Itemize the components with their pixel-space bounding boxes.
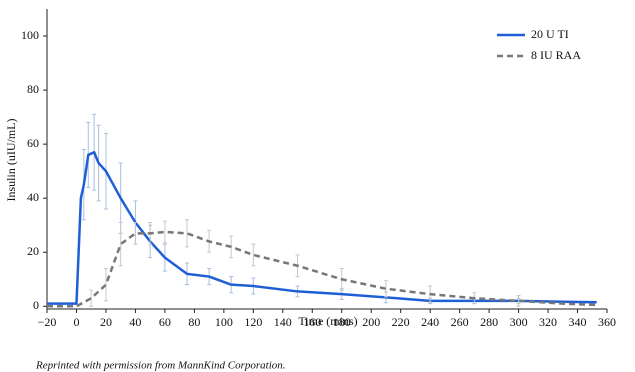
x-tick-label: 20	[100, 315, 112, 329]
x-tick-label: 340	[569, 315, 587, 329]
error-bar	[162, 220, 167, 244]
error-bar	[251, 243, 256, 267]
x-tick-label: 60	[159, 315, 171, 329]
error-bar	[133, 222, 138, 245]
y-tick-label: 60	[27, 136, 39, 150]
x-tick-label: 200	[362, 315, 380, 329]
data-line	[47, 150, 597, 305]
x-tick-label: 300	[510, 315, 528, 329]
x-tick-label: 100	[215, 315, 233, 329]
error-bar	[118, 222, 123, 267]
error-bar	[185, 219, 189, 248]
x-tick-label: 260	[451, 315, 469, 329]
error-bar	[103, 267, 108, 302]
error-bar	[516, 294, 521, 307]
y-tick-label: 0	[33, 298, 39, 312]
x-tick-label: 140	[274, 315, 292, 329]
error-bar	[89, 289, 94, 307]
x-tick-label: 40	[129, 315, 141, 329]
legend-label: 20 U TI	[531, 27, 569, 41]
x-tick-label: 220	[392, 315, 410, 329]
y-tick-label: 40	[27, 190, 39, 204]
caption: Reprinted with permission from MannKind …	[35, 360, 286, 372]
x-tick-label: 160	[303, 315, 321, 329]
y-tick-label: 100	[21, 28, 39, 42]
x-tick-label: −20	[38, 315, 57, 329]
x-tick-label: 120	[244, 315, 262, 329]
x-tick-label: 80	[188, 315, 200, 329]
x-tick-label: 360	[598, 315, 616, 329]
y-tick-label: 20	[27, 244, 39, 258]
legend-label: 8 IU RAA	[531, 48, 581, 62]
y-axis-label: Insulin (uIU/mL)	[4, 119, 18, 202]
data-line	[47, 230, 597, 308]
x-tick-label: 180	[333, 315, 351, 329]
x-tick-label: 240	[421, 315, 439, 329]
x-tick-label: 320	[539, 315, 557, 329]
y-tick-label: 80	[27, 82, 39, 96]
error-bar	[383, 280, 388, 298]
x-tick-label: 280	[480, 315, 498, 329]
x-axis-label: Time (mins)	[298, 314, 357, 328]
x-tick-label: 0	[73, 315, 79, 329]
